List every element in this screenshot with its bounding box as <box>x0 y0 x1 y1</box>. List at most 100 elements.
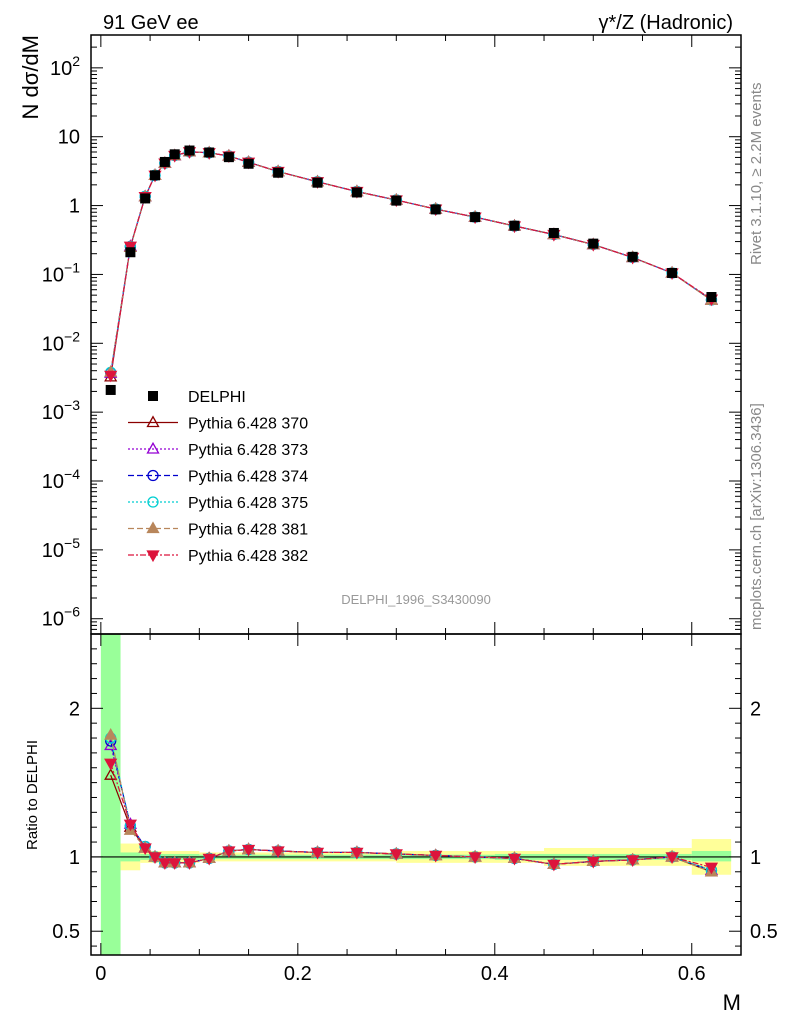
data-point <box>105 384 116 395</box>
data-point <box>706 292 717 303</box>
y-tick-label: 10−2 <box>42 328 80 355</box>
axis-ticks: 0 0.2 0.4 0.6 102 10 1 10−1 10−2 10−3 10−4 10−5 10−6… <box>42 34 778 985</box>
data-point <box>159 156 170 167</box>
ratio-point <box>123 819 138 832</box>
series-line-6 <box>110 151 712 376</box>
series-line-2 <box>110 151 712 374</box>
main-series-lines <box>110 151 712 377</box>
legend-label: Pythia 6.428 370 <box>188 416 308 433</box>
data-point <box>125 247 136 258</box>
y-tick-label: 102 <box>50 53 80 80</box>
legend-marker <box>146 521 160 534</box>
data-point <box>391 195 402 206</box>
data-point <box>627 251 638 262</box>
y-tick-label: 10−1 <box>42 259 80 286</box>
legend-label: Pythia 6.428 382 <box>188 548 308 565</box>
x-tick-label: 0.4 <box>481 963 509 985</box>
ratio-point <box>547 859 561 872</box>
legend-marker <box>147 496 159 508</box>
ratio-point <box>429 850 443 863</box>
y-tick-label: 10−6 <box>42 604 80 631</box>
ratio-point <box>158 858 172 870</box>
y-tick-label: 10−5 <box>42 535 80 562</box>
x-tick-label: 0 <box>95 963 106 985</box>
ratio-point <box>241 844 256 857</box>
data-point <box>243 158 254 169</box>
ratio-point <box>704 862 719 875</box>
series-point <box>123 241 138 254</box>
data-point <box>223 152 234 163</box>
ratio-point <box>104 768 118 780</box>
ratio-point <box>507 853 522 866</box>
ratio-point <box>148 852 162 864</box>
stat-uncertainty-band <box>691 850 732 862</box>
main-series-markers <box>104 144 719 395</box>
y-tick-label: 10−4 <box>42 466 80 493</box>
ratio-tick-label: 1 <box>69 847 80 869</box>
series-line-5 <box>110 151 712 373</box>
legend-label: Pythia 6.428 381 <box>188 522 308 539</box>
ratio-frame <box>90 633 742 956</box>
ratio-series <box>104 727 719 877</box>
axes-frames <box>90 34 742 956</box>
header-left-label: 91 GeV ee <box>103 12 199 34</box>
ratio-point <box>202 853 216 866</box>
ratio-point <box>586 856 600 869</box>
y-tick-label: 1 <box>69 196 80 218</box>
ratio-axis-label: Ratio to DELPHI <box>24 740 41 850</box>
legend-marker <box>146 415 160 428</box>
legend-label: Pythia 6.428 374 <box>188 469 308 486</box>
data-point <box>430 204 441 215</box>
x-tick-label: 0.6 <box>678 963 706 985</box>
ratio-tick-label: 0.5 <box>52 921 80 943</box>
legend-label: Pythia 6.428 373 <box>188 442 308 459</box>
ratio-point <box>182 858 197 870</box>
series-line-3 <box>110 151 712 373</box>
data-point <box>548 227 559 238</box>
data-point <box>273 167 284 178</box>
data-point <box>184 145 195 156</box>
data-point <box>470 212 481 223</box>
ratio-tick-label: 2 <box>750 698 761 720</box>
data-point <box>667 267 678 278</box>
ratio-tick-label: 0.5 <box>750 921 778 943</box>
data-point <box>588 238 599 249</box>
ratio-point <box>222 846 236 859</box>
header-right-label: γ*/Z (Hadronic) <box>599 12 733 34</box>
ratio-point <box>350 847 364 860</box>
y-axis-label: N dσ/dM <box>18 35 43 120</box>
legend-label: DELPHI <box>188 389 246 406</box>
x-tick-label: 0.2 <box>284 963 312 985</box>
data-point <box>150 170 161 181</box>
y-tick-label: 10 <box>58 127 80 149</box>
series-line-4 <box>110 151 712 373</box>
ratio-point <box>104 758 118 771</box>
rivet-label: Rivet 3.1.10, ≥ 2.2M events <box>748 83 765 266</box>
ratio-tick-label: 2 <box>69 698 80 720</box>
data-point <box>169 149 180 160</box>
x-axis-label: M <box>723 990 741 1015</box>
ratio-point <box>168 858 182 870</box>
ratio-point <box>138 843 152 856</box>
ratio-point <box>310 847 325 860</box>
data-point <box>140 193 151 204</box>
y-tick-label: 10−3 <box>42 397 80 424</box>
data-point <box>509 220 520 231</box>
ratio-point <box>104 727 118 740</box>
main-frame <box>90 34 742 635</box>
series-point <box>104 370 118 383</box>
ratio-point <box>665 852 679 864</box>
source-label: mcplots.cern.ch [arXiv:1306.3436] <box>748 403 765 630</box>
data-point <box>204 147 215 158</box>
data-point <box>312 177 323 188</box>
legend-marker <box>146 550 160 563</box>
stat-uncertainty-band <box>100 634 121 955</box>
watermark: DELPHI_1996_S3430090 <box>341 592 491 607</box>
legend-marker <box>146 441 160 454</box>
series-line-1 <box>110 151 712 377</box>
ratio-point <box>271 846 285 859</box>
ratio-point <box>468 852 482 864</box>
legend-marker <box>148 391 158 401</box>
ratio-bands <box>91 634 741 955</box>
